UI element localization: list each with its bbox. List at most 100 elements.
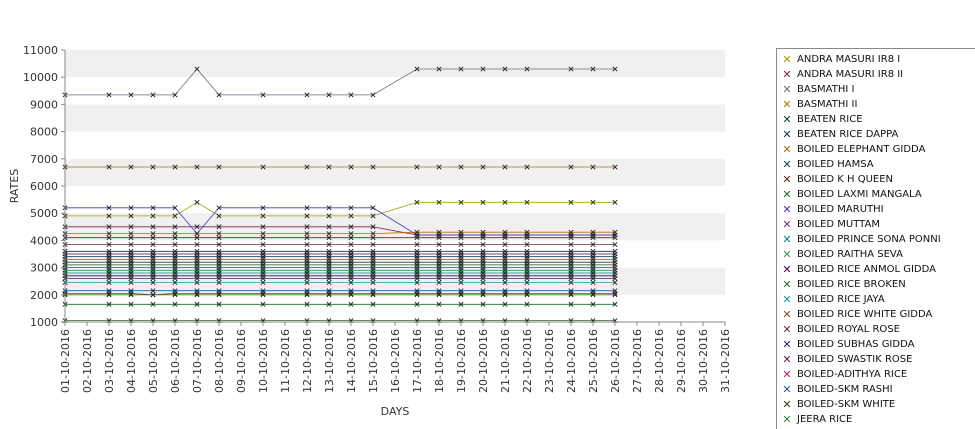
data-point [304, 224, 310, 230]
legend-label: BOILED K H QUEEN [797, 174, 894, 185]
x-tick-label: 16-10-2016 [389, 329, 402, 393]
x-tick-label: 23-10-2016 [543, 329, 556, 393]
data-point [370, 256, 376, 262]
legend-marker-icon: ✕ [782, 98, 792, 111]
data-point [414, 164, 420, 170]
legend-item: ✕ ANDRA MASURI IR8 II [777, 67, 903, 82]
data-point [436, 232, 442, 238]
data-point [414, 288, 420, 294]
grid-band [65, 131, 725, 159]
data-point [370, 235, 376, 241]
data-point [106, 231, 112, 237]
data-point [436, 199, 442, 205]
data-point [502, 256, 508, 262]
data-point [150, 267, 156, 273]
data-point [194, 280, 200, 286]
data-point [348, 235, 354, 241]
data-point [612, 232, 618, 238]
series-boiled-rice-anmol-gidda [62, 251, 618, 257]
data-point [150, 235, 156, 241]
data-point [128, 241, 134, 247]
legend-marker-icon: ✕ [782, 173, 792, 186]
legend-item: ✕ BOILED ELEPHANT GIDDA [777, 142, 925, 157]
data-point [612, 256, 618, 262]
data-point [348, 256, 354, 262]
grid-band [65, 50, 725, 78]
data-point [414, 251, 420, 257]
data-point [106, 213, 112, 219]
x-tick-label: 18-10-2016 [433, 329, 446, 393]
legend-marker-icon: ✕ [782, 383, 792, 396]
data-point [106, 205, 112, 211]
data-point [172, 235, 178, 241]
data-point [480, 199, 486, 205]
data-point [216, 251, 222, 257]
y-tick-label: 2000 [30, 289, 58, 302]
data-point [458, 292, 464, 298]
x-tick-label: 31-10-2016 [719, 329, 732, 393]
data-point [480, 262, 486, 268]
data-point [150, 301, 156, 307]
data-point [194, 267, 200, 273]
y-tick-label: 5000 [30, 207, 58, 220]
data-point [480, 66, 486, 72]
y-tick-label: 9000 [30, 98, 58, 111]
data-point [106, 280, 112, 286]
x-tick-label: 14-10-2016 [345, 329, 358, 393]
data-point [216, 267, 222, 273]
data-point [260, 231, 266, 237]
data-point [260, 280, 266, 286]
data-point [172, 213, 178, 219]
data-point [414, 66, 420, 72]
data-point [348, 301, 354, 307]
data-point [304, 92, 310, 98]
legend-label: BOILED RICE ANMOL GIDDA [797, 264, 936, 275]
x-tick-label: 12-10-2016 [301, 329, 314, 393]
legend-item: ✕ BOILED LAXMI MANGALA [777, 187, 921, 202]
x-tick-label: 06-10-2016 [169, 329, 182, 393]
data-point [568, 251, 574, 257]
x-tick-label: 07-10-2016 [191, 329, 204, 393]
data-point [260, 256, 266, 262]
data-point [150, 205, 156, 211]
data-point [612, 301, 618, 307]
data-point [150, 231, 156, 237]
data-point [128, 292, 134, 298]
data-point [128, 164, 134, 170]
data-point [216, 256, 222, 262]
legend-marker-icon: ✕ [782, 83, 792, 96]
legend-item: ✕ BOILED-ADITHYA RICE [777, 367, 907, 382]
legend-item: ✕ BOILED MUTTAM [777, 217, 880, 232]
data-point [590, 301, 596, 307]
data-point [436, 301, 442, 307]
data-point [106, 241, 112, 247]
data-point [128, 231, 134, 237]
data-point [106, 164, 112, 170]
data-point [326, 262, 332, 268]
data-point [216, 280, 222, 286]
data-point [436, 267, 442, 273]
data-point [260, 164, 266, 170]
data-point [458, 241, 464, 247]
legend-item: ✕ BOILED-SKM WHITE [777, 397, 895, 412]
data-point [150, 280, 156, 286]
data-point [260, 205, 266, 211]
data-point [194, 292, 200, 298]
data-point [568, 301, 574, 307]
data-point [106, 292, 112, 298]
data-point [128, 213, 134, 219]
data-point [216, 262, 222, 268]
y-tick-label: 3000 [30, 262, 58, 275]
data-point [524, 256, 530, 262]
x-tick-label: 02-10-2016 [81, 329, 94, 393]
data-point [150, 256, 156, 262]
data-point [524, 301, 530, 307]
data-point [590, 232, 596, 238]
data-point [216, 241, 222, 247]
data-point [370, 164, 376, 170]
data-point [348, 205, 354, 211]
data-point [216, 164, 222, 170]
data-point [590, 288, 596, 294]
data-point [304, 256, 310, 262]
legend-item: ✕ BOILED-SKM RASHI [777, 382, 892, 397]
